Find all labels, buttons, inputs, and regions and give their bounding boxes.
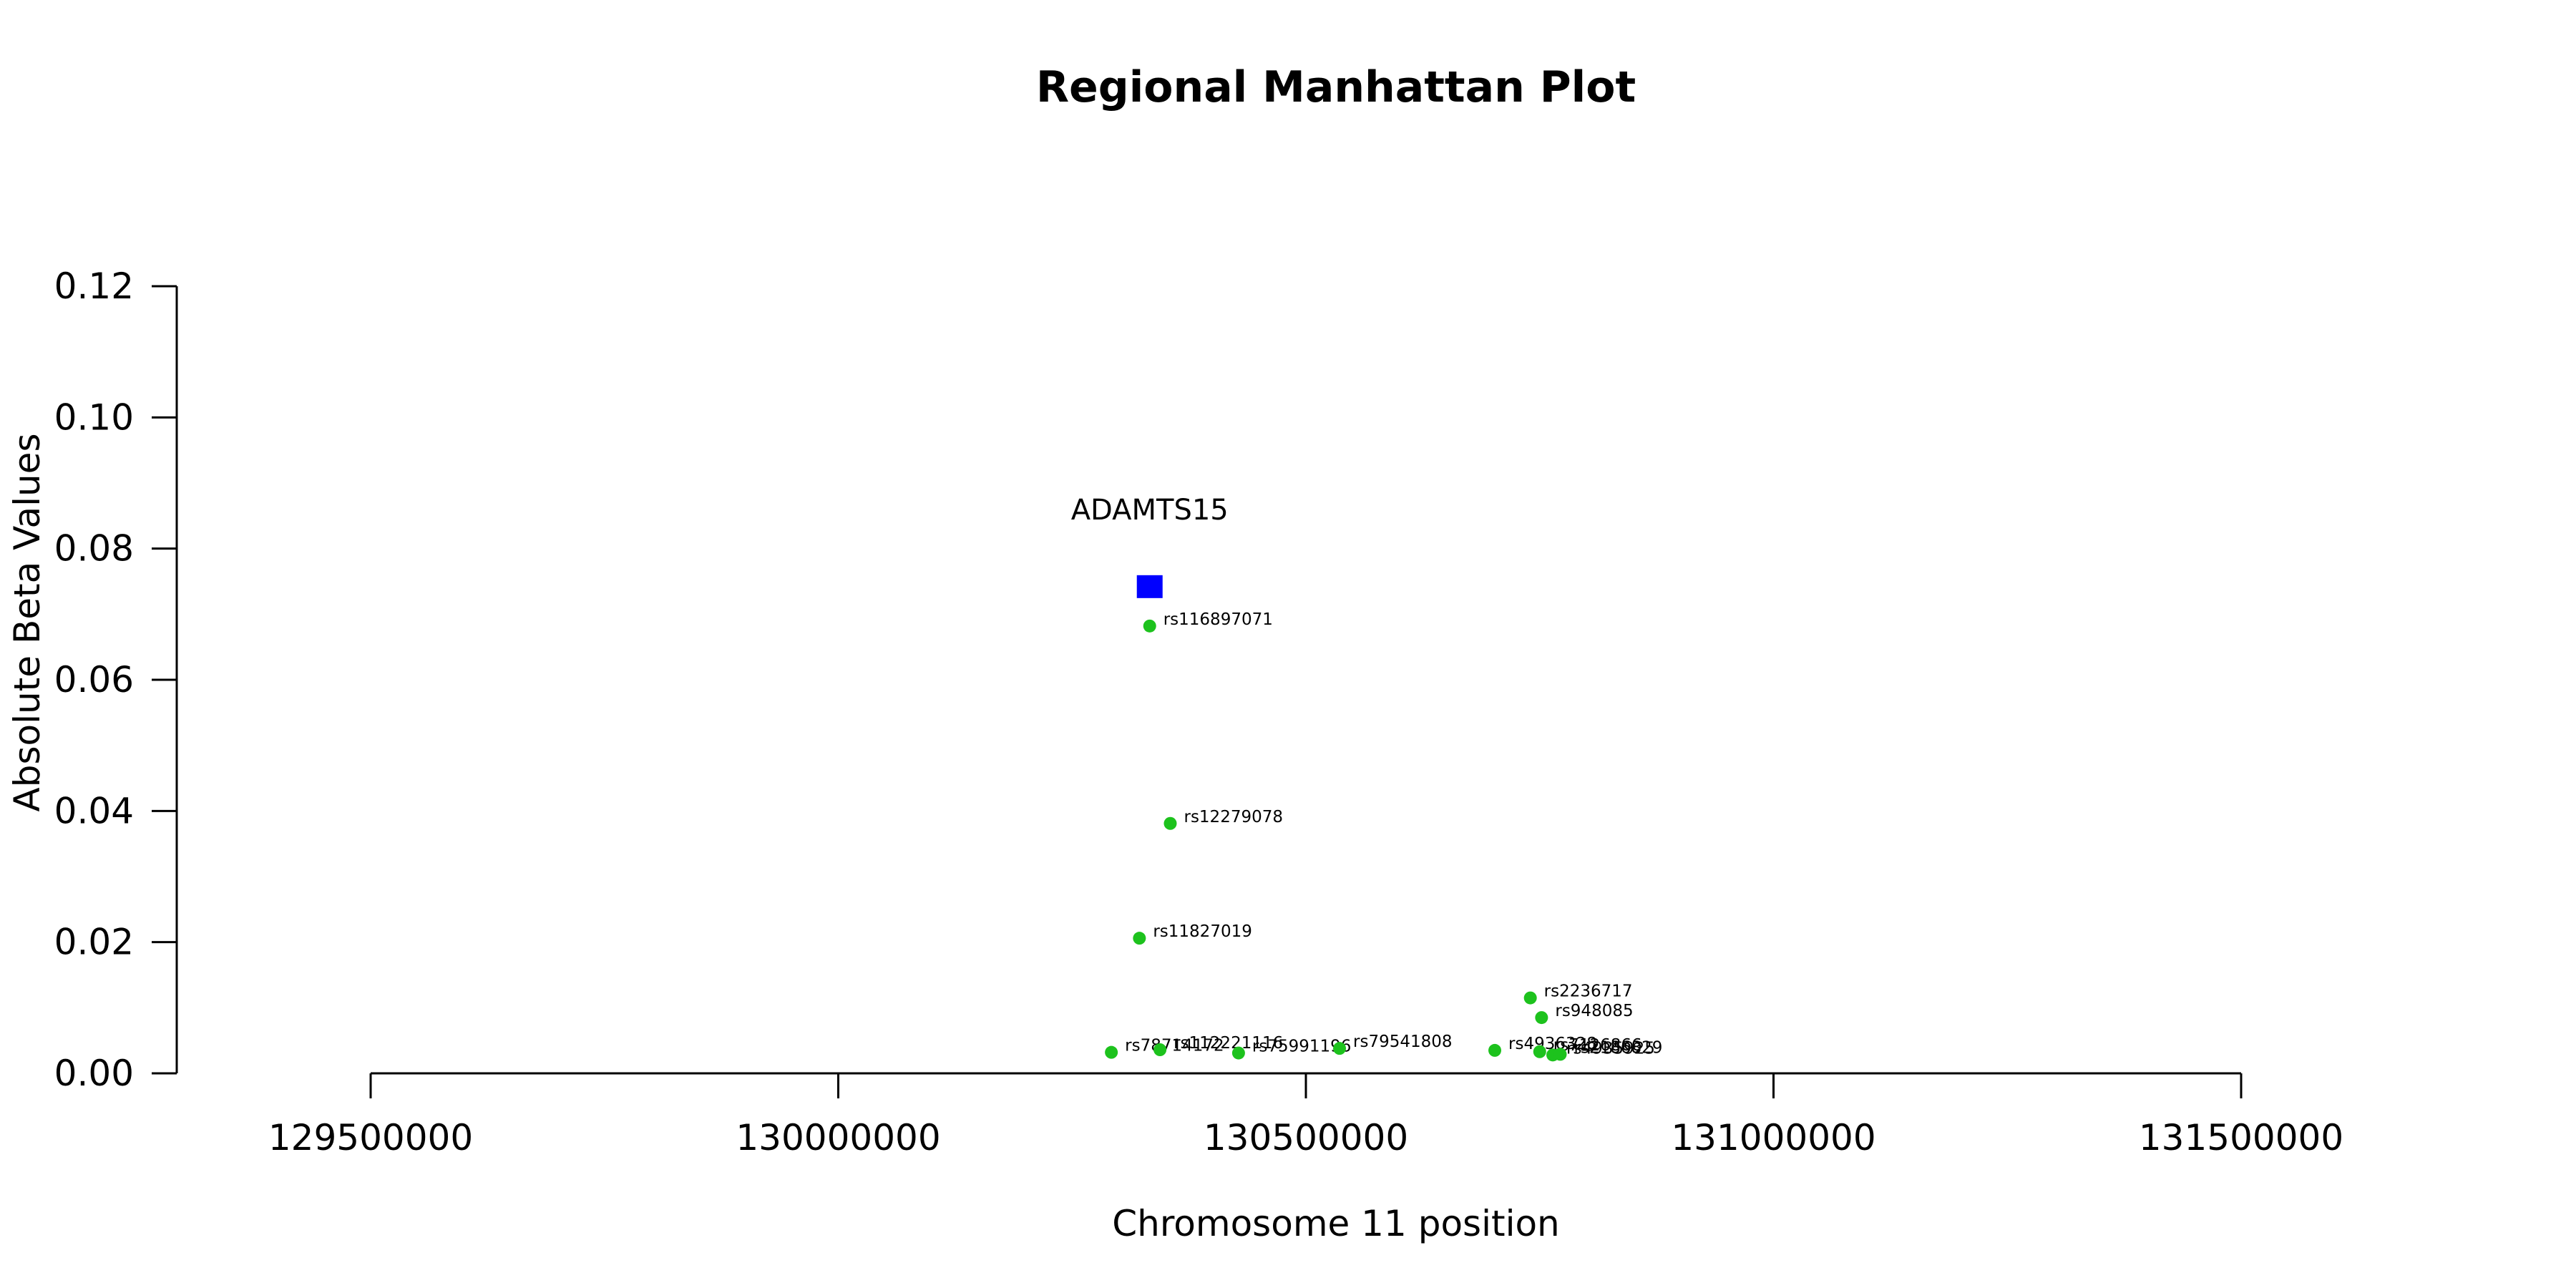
snp-point (1533, 1045, 1546, 1058)
snp-point (1488, 1043, 1502, 1057)
snp-point (1143, 619, 1156, 633)
y-tick-label: 0.00 (54, 1053, 134, 1094)
snp-label: rs2186829 (1574, 1038, 1663, 1057)
snp-label: rs11827019 (1153, 922, 1252, 941)
snp-point (1535, 1011, 1548, 1025)
snp-point (1105, 1045, 1118, 1059)
snp-point (1333, 1042, 1347, 1055)
snp-label: rs2236717 (1544, 982, 1633, 1001)
chart-title: Regional Manhattan Plot (1036, 62, 1636, 112)
snp-point (1133, 932, 1146, 945)
gene-label: ADAMTS15 (1071, 494, 1229, 527)
y-axis-label: Absolute Beta Values (6, 434, 48, 812)
snp-label: rs7126866 (1553, 1036, 1642, 1055)
snp-label: rs79541808 (1353, 1033, 1453, 1051)
y-tick-label: 0.04 (54, 790, 134, 831)
x-tick-label: 130000000 (736, 1117, 940, 1158)
y-tick-label: 0.02 (54, 922, 134, 963)
snp-point (1523, 991, 1537, 1005)
snp-point (1163, 816, 1177, 830)
snp-point (1553, 1048, 1567, 1061)
y-tick-label: 0.08 (54, 528, 134, 570)
x-axis-ticks: 129500000 130000000 130500000 131000000 1315… (268, 1073, 2343, 1158)
snp-label: rs78714172 (1125, 1037, 1224, 1055)
y-tick-label: 0.10 (54, 396, 134, 438)
snp-label: rs12279078 (1184, 808, 1283, 826)
y-tick-label: 0.06 (54, 659, 134, 701)
x-axis-label: Chromosome 11 position (1112, 1203, 1560, 1244)
snp-label: rs948085 (1555, 1002, 1633, 1020)
snp-point (1153, 1043, 1167, 1056)
gene-marker (1136, 575, 1163, 598)
x-tick-label: 129500000 (268, 1117, 473, 1158)
snp-label: rs4935925 (1566, 1039, 1655, 1058)
x-tick-label: 130500000 (1204, 1117, 1408, 1158)
snp-points: rs116897071 rs12279078 rs11827019 rs2236717… (1105, 610, 1662, 1062)
x-tick-label: 131000000 (1671, 1117, 1875, 1158)
snp-label: rs116897071 (1163, 610, 1273, 629)
snp-label: rs112221116 (1174, 1034, 1283, 1053)
gene-marker-group: ADAMTS15 (1071, 494, 1229, 598)
y-axis-ticks: 0.00 0.02 0.04 0.06 0.08 0.10 0.12 (54, 265, 177, 1094)
snp-point (1231, 1046, 1245, 1060)
y-tick-label: 0.12 (54, 265, 134, 307)
x-tick-label: 131500000 (2139, 1117, 2343, 1158)
